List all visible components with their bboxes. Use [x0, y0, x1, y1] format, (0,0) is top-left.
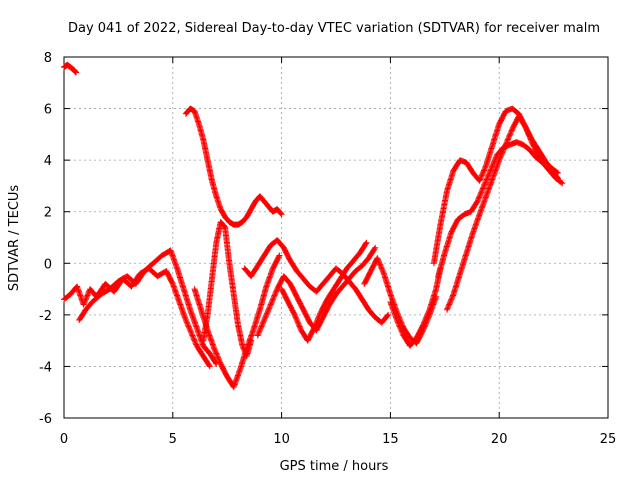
chart-title: Day 041 of 2022, Sidereal Day-to-day VTE… [68, 21, 600, 36]
y-tick-label: -4 [39, 360, 52, 375]
series-markers [278, 239, 370, 344]
y-tick-label: 6 [44, 103, 52, 118]
y-tick-label: 4 [44, 154, 52, 169]
data-markers [61, 61, 566, 391]
series-markers [182, 105, 285, 228]
series-markers [430, 105, 561, 267]
series-markers [61, 61, 79, 76]
series-markers [200, 219, 255, 360]
grid [64, 57, 608, 418]
series-markers [191, 252, 283, 391]
x-tick-label: 0 [60, 432, 68, 447]
series-markers [444, 113, 561, 313]
y-axis-label: SDTVAR / TECUs [7, 185, 22, 292]
x-tick-label: 20 [491, 432, 508, 447]
series-markers [61, 265, 213, 370]
y-tick-label: 0 [44, 257, 52, 272]
x-tick-label: 25 [600, 432, 617, 447]
x-tick-label: 5 [169, 432, 177, 447]
x-axis-label: GPS time / hours [280, 459, 389, 474]
series-markers [254, 244, 379, 339]
plot-frame [63, 56, 609, 419]
axis-ticks: 0 5 10 15 20 25 -6 -4 -2 0 2 4 6 8 [39, 51, 616, 447]
series-markers [241, 237, 392, 326]
y-tick-label: -6 [39, 412, 52, 427]
y-tick-label: 2 [44, 206, 52, 221]
series-markers [387, 265, 444, 349]
x-tick-label: 15 [382, 432, 399, 447]
y-tick-label: 8 [44, 51, 52, 66]
y-tick-label: -2 [39, 309, 52, 324]
x-tick-label: 10 [273, 432, 290, 447]
